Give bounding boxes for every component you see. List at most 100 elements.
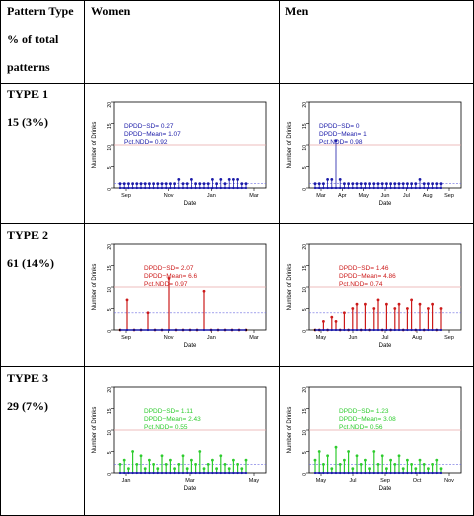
x-tick-label: Mar xyxy=(249,193,259,199)
data-point xyxy=(406,307,409,310)
data-point xyxy=(343,182,346,186)
y-tick-label: 5 xyxy=(107,451,113,454)
data-point xyxy=(194,182,197,186)
data-point xyxy=(418,302,422,306)
data-point xyxy=(152,182,155,186)
x-tick-label: Mar xyxy=(249,335,259,341)
data-point xyxy=(169,458,172,462)
data-point xyxy=(372,307,376,310)
data-point xyxy=(215,467,218,471)
data-point xyxy=(359,182,363,186)
data-point xyxy=(313,182,317,186)
data-point xyxy=(148,458,151,462)
data-point xyxy=(177,463,181,466)
data-point xyxy=(347,450,350,453)
data-point xyxy=(389,458,392,462)
data-point xyxy=(118,463,122,466)
data-point xyxy=(376,298,380,302)
table-row-divider-1 xyxy=(0,83,474,84)
data-point xyxy=(122,182,126,186)
data-point xyxy=(313,458,317,462)
y-tick-label: 5 xyxy=(107,308,113,311)
x-tick-label: Aug xyxy=(423,193,433,199)
table-divider-col2 xyxy=(279,0,280,516)
x-tick-label: Nov xyxy=(164,193,174,199)
data-point xyxy=(223,463,227,466)
data-point xyxy=(380,454,384,458)
data-point xyxy=(334,139,338,143)
data-point xyxy=(406,458,409,462)
chart-type3-women: 0 5 10 15 20 Jan Mar May Date Number of Drinks DPD… xyxy=(92,386,267,492)
y-tick-label: 15 xyxy=(302,408,308,414)
data-point xyxy=(338,463,342,466)
chart-type3-men: 0 5 10 15 20 May Jul Sep Oct Nov Date Number of Dri… xyxy=(287,386,462,492)
data-point xyxy=(338,178,342,181)
data-point xyxy=(406,182,409,186)
data-point xyxy=(439,467,443,471)
data-point xyxy=(211,178,214,181)
data-point xyxy=(219,454,223,458)
data-point xyxy=(427,182,430,186)
x-tick-label: Sep xyxy=(444,193,454,199)
stat-annotation: DPDD−SD= 1.11 xyxy=(144,408,193,415)
data-point xyxy=(418,178,422,181)
stat-annotation: DPDD−SD= 0 xyxy=(319,123,360,130)
data-point xyxy=(160,454,164,458)
row1-share: 15 (3%) xyxy=(7,115,48,129)
data-point xyxy=(330,178,334,181)
data-point xyxy=(156,467,160,471)
data-point xyxy=(139,454,143,458)
data-point xyxy=(414,467,418,471)
y-tick-label: 20 xyxy=(107,102,113,108)
x-tick-label: Sep xyxy=(121,193,131,199)
data-point xyxy=(355,182,359,186)
data-point xyxy=(401,467,405,471)
data-point xyxy=(135,463,139,466)
y-axis-label: Number of Drinks xyxy=(287,264,293,311)
data-point xyxy=(410,463,413,466)
x-tick-label: Jan xyxy=(207,193,216,199)
table-divider-col1 xyxy=(84,0,85,516)
x-tick-label: Jul xyxy=(403,193,410,199)
x-tick-label: Jun xyxy=(381,193,390,199)
x-tick-label: Nov xyxy=(164,335,174,341)
data-point xyxy=(127,182,130,186)
data-point xyxy=(385,467,388,471)
data-point xyxy=(317,450,321,453)
x-tick-label: Sep xyxy=(444,335,454,341)
data-point xyxy=(198,450,202,453)
data-point xyxy=(435,458,439,462)
y-tick-label: 10 xyxy=(107,145,113,151)
x-tick-label: Nov xyxy=(444,478,454,484)
x-tick-label: Apr xyxy=(338,193,347,199)
data-point xyxy=(372,182,376,186)
data-point xyxy=(397,182,401,186)
table-row-divider-3 xyxy=(0,366,474,367)
x-tick-label: May xyxy=(316,478,327,484)
data-point xyxy=(435,182,439,186)
data-point xyxy=(143,467,147,471)
data-point xyxy=(364,302,367,306)
y-tick-label: 10 xyxy=(302,287,308,293)
y-tick-label: 20 xyxy=(302,102,308,108)
stat-annotation: DPDD−Mean= 1 xyxy=(319,131,367,138)
data-point xyxy=(215,182,218,186)
y-tick-label: 5 xyxy=(107,166,113,169)
x-axis-label: Date xyxy=(379,486,392,492)
data-point xyxy=(194,463,197,466)
data-point xyxy=(343,311,346,315)
data-point xyxy=(376,463,380,466)
data-point xyxy=(244,182,248,186)
data-point xyxy=(232,178,235,181)
data-point xyxy=(236,178,240,181)
data-point xyxy=(198,182,202,186)
data-point xyxy=(317,182,321,186)
data-point xyxy=(359,463,363,466)
y-tick-label: 15 xyxy=(107,123,113,129)
data-point xyxy=(431,302,434,306)
stat-annotation: Pct.NDD= 0.92 xyxy=(124,139,168,146)
y-axis-label: Number of Drinks xyxy=(92,407,98,454)
data-point xyxy=(219,178,223,181)
x-axis-label: Date xyxy=(184,343,197,349)
data-point xyxy=(177,178,181,181)
